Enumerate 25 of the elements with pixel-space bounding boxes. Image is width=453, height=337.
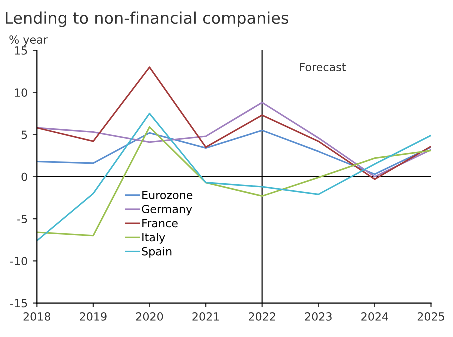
y-tick-label: 10	[15, 88, 28, 98]
y-tick-label: -10	[10, 257, 28, 266]
x-tick-label: 2023	[305, 312, 332, 321]
x-tick-label: 2022	[249, 312, 276, 321]
legend-label: Germany	[142, 205, 192, 216]
legend-label: Eurozone	[142, 191, 193, 200]
legend-label: France	[142, 219, 178, 228]
x-tick-label: 2021	[192, 312, 220, 321]
y-tick-label: -15	[10, 299, 28, 308]
y-tick-label: -5	[18, 215, 28, 224]
x-tick-label: 2020	[136, 312, 164, 321]
x-tick-label: 2025	[418, 312, 444, 321]
y-tick-label: 0	[22, 172, 28, 182]
legend-label: Spain	[142, 247, 172, 258]
x-tick-label: 2024	[362, 312, 388, 321]
line-series	[37, 130, 432, 176]
annotation: Forecast	[300, 63, 346, 72]
chart-title: Lending to non-financial companies	[6, 12, 288, 28]
y-axis-title: % year	[10, 36, 48, 46]
x-tick-label: 2019	[80, 312, 107, 321]
x-tick-label: 2018	[24, 312, 51, 321]
line-series	[37, 102, 432, 178]
y-tick-label: 5	[22, 130, 28, 140]
y-tick-label: 15	[15, 46, 28, 55]
legend-label: Italy	[142, 233, 166, 244]
